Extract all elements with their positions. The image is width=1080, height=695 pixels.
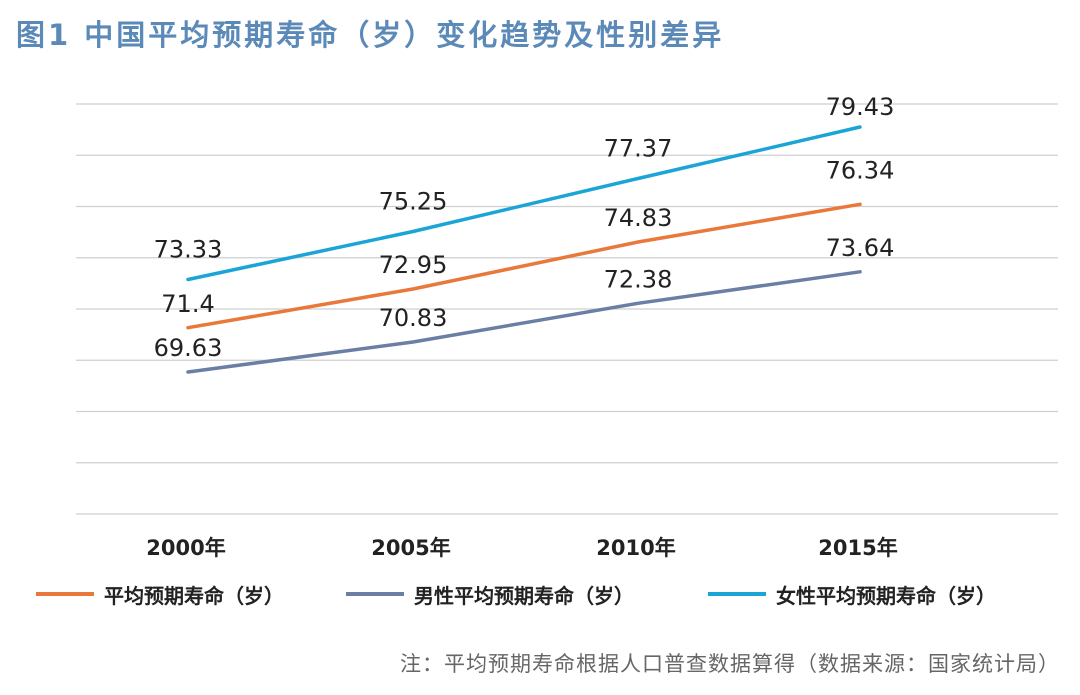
data-label: 69.63 [154,334,223,362]
line-chart: 2000年 2005年 2010年 2015年 71.4 72.95 74.83 76.34 6… [76,93,1058,560]
legend-swatch-male [346,592,404,596]
x-tick-label: 2010年 [596,536,675,560]
data-label: 74.83 [604,204,673,232]
legend-item-female: 女性平均预期寿命（岁） [708,577,996,611]
x-tick-label: 2015年 [818,536,897,560]
legend-item-average: 平均预期寿命（岁） [36,577,284,611]
data-label: 72.38 [604,265,673,293]
data-label: 75.25 [379,188,448,216]
legend-item-male: 男性平均预期寿命（岁） [346,577,634,611]
data-label: 73.33 [154,236,223,264]
legend: 平均预期寿命（岁） 男性平均预期寿命（岁） 女性平均预期寿命（岁） [0,577,1080,611]
legend-swatch-average [36,592,94,596]
legend-label-female: 女性平均预期寿命（岁） [776,583,996,608]
chart-title: 图1 中国平均预期寿命（岁）变化趋势及性别差异 [16,18,725,52]
source-note: 注：平均预期寿命根据人口普查数据算得（数据来源：国家统计局） [400,652,1060,676]
data-label: 71.4 [161,290,214,318]
legend-label-male: 男性平均预期寿命（岁） [414,583,634,608]
data-label: 77.37 [604,135,673,163]
x-tick-label: 2000年 [146,536,225,560]
legend-swatch-female [708,592,766,596]
data-label: 76.34 [826,156,895,184]
series-line-1 [186,270,862,374]
data-label: 70.83 [379,304,448,332]
legend-label-average: 平均预期寿命（岁） [104,583,284,608]
data-label: 72.95 [379,251,448,279]
data-label: 79.43 [826,93,895,121]
x-tick-label: 2005年 [371,536,450,560]
data-label: 73.64 [826,234,895,262]
series-line-0 [186,202,862,330]
series-line-2 [186,125,862,282]
